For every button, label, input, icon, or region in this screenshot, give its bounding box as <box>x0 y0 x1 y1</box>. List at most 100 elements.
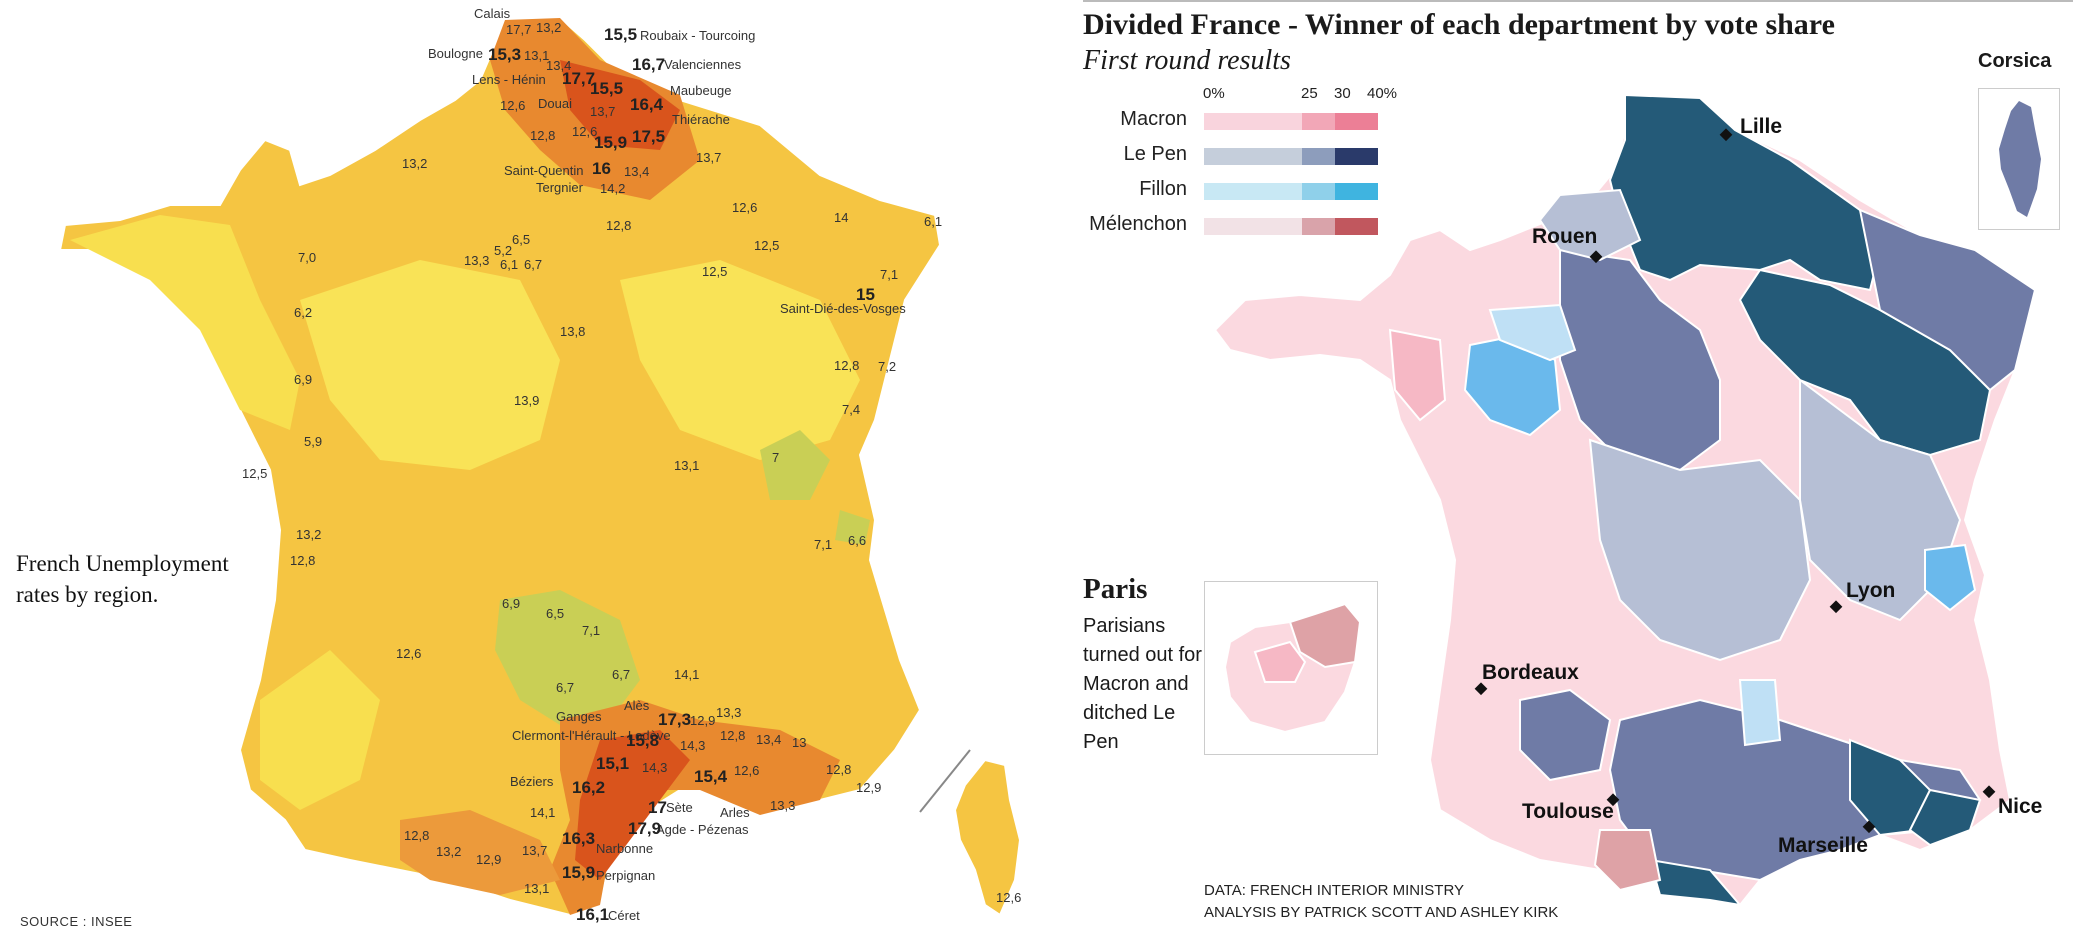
place-label: Narbonne <box>596 841 653 856</box>
city-marker-marseille: Marseille <box>1778 820 1876 857</box>
city-label: Toulouse <box>1522 800 1614 823</box>
rate-labels: 17,7 13,2 15,5 15,3 13,1 16,7 13,4 17,7 … <box>242 20 1021 924</box>
rate-label: 13,1 <box>674 458 699 473</box>
rate-label: 12,9 <box>856 780 881 795</box>
rate-label: 15,9 <box>562 863 595 882</box>
unemployment-map: Calais Roubaix - Tourcoing Boulogne Vale… <box>58 6 1022 924</box>
election-map: Lille Rouen Lyon Bordeaux Toulouse Nice … <box>1075 0 2096 945</box>
macron-mid-brittany <box>1388 328 1447 422</box>
rate-label: 6,1 <box>924 214 942 229</box>
low-rate-zone-southwest <box>260 650 380 810</box>
corsica-shape <box>1999 101 2041 217</box>
rate-label: 17,3 <box>658 710 691 729</box>
city-label: Lyon <box>1846 579 1895 602</box>
legend-scale-label: 25 <box>1301 85 1318 102</box>
rate-label: 5,2 <box>494 243 512 258</box>
rate-label: 13,2 <box>436 844 461 859</box>
rate-label: 12,6 <box>396 646 421 661</box>
paris-title: Paris <box>1083 573 1148 605</box>
rate-label: 16,1 <box>576 905 609 924</box>
city-label: Rouen <box>1532 225 1597 248</box>
paris-description: Parisians turned out for Macron and ditc… <box>1083 615 1202 753</box>
legend-color-swatch <box>1204 183 1302 200</box>
legend-color-swatch <box>1335 113 1378 130</box>
legend-color-swatch <box>1302 218 1335 235</box>
rate-label: 6,7 <box>612 667 630 682</box>
legend-scale-label: 0% <box>1203 85 1225 102</box>
place-labels: Calais Roubaix - Tourcoing Boulogne Vale… <box>428 6 906 923</box>
paris-inset <box>1204 581 1378 755</box>
place-label: Saint-Dié-des-Vosges <box>780 301 906 316</box>
place-label: Arles <box>720 805 750 820</box>
legend-candidate-name: Le Pen <box>1123 143 1187 165</box>
lepen-mid-bordeaux-area <box>1519 688 1612 782</box>
rate-label: 14,1 <box>530 805 555 820</box>
rate-label: 12,8 <box>834 358 859 373</box>
legend-color-swatch <box>1302 148 1335 165</box>
rate-label: 12,8 <box>290 553 315 568</box>
rate-label: 15,4 <box>694 767 728 786</box>
green-zone-northeast <box>835 510 870 545</box>
rate-label: 15 <box>856 285 875 304</box>
rate-label: 12,8 <box>606 218 631 233</box>
corsica-divider-line <box>919 749 971 813</box>
city-marker-bordeaux: Bordeaux <box>1474 661 1579 696</box>
rate-label: 12,5 <box>702 264 727 279</box>
legend-color-swatch <box>1335 148 1378 165</box>
rate-label: 13,4 <box>546 58 571 73</box>
credits-line: DATA: FRENCH INTERIOR MINISTRY <box>1204 882 1465 899</box>
rate-label: 12,8 <box>720 728 745 743</box>
rate-label: 12,5 <box>242 466 267 481</box>
rate-label: 13,3 <box>716 705 741 720</box>
legend-candidate-name: Fillon <box>1139 178 1187 200</box>
place-label: Lens - Hénin <box>472 72 546 87</box>
low-rate-zone-west <box>70 215 300 430</box>
rate-label: 12,6 <box>734 763 759 778</box>
rate-label: 13,3 <box>770 798 795 813</box>
page-title: Divided France - Winner of each departme… <box>1083 8 1835 41</box>
rate-label: 12,9 <box>690 713 715 728</box>
rate-label: 6,7 <box>524 257 542 272</box>
place-label: Roubaix - Tourcoing <box>640 28 755 43</box>
lepen-mid-northeast <box>1858 208 2037 392</box>
paris-center-district <box>1253 640 1307 683</box>
lepen-light-center <box>1588 438 1812 662</box>
rate-label: 6,6 <box>848 533 866 548</box>
lepen-strong-riviera <box>1908 788 1982 847</box>
place-label: Douai <box>538 96 572 111</box>
rate-label: 12,6 <box>500 98 525 113</box>
rate-label: 14,2 <box>600 181 625 196</box>
rate-label: 15,5 <box>604 25 637 44</box>
lepen-mid-center <box>1559 248 1721 472</box>
place-label: Béziers <box>510 774 554 789</box>
page-subtitle: First round results <box>1083 45 1291 76</box>
corsica-shape <box>953 758 1022 917</box>
place-label: Boulogne <box>428 46 483 61</box>
rate-label: 12,5 <box>754 238 779 253</box>
city-marker-toulouse: Toulouse <box>1522 793 1620 823</box>
legend-scale-label: 30 <box>1334 85 1351 102</box>
source-note: SOURCE : INSEE <box>20 914 133 929</box>
rate-label: 13,2 <box>296 527 321 542</box>
city-marker-rouen: Rouen <box>1532 225 1603 264</box>
rate-label: 13,2 <box>536 20 561 35</box>
rate-label: 13,7 <box>522 843 547 858</box>
rate-label: 12,6 <box>996 890 1021 905</box>
paris-northeast-district <box>1288 602 1362 669</box>
rate-label: 16,2 <box>572 778 605 797</box>
green-zone-massif <box>495 590 640 725</box>
rate-label: 12,8 <box>404 828 429 843</box>
low-rate-zone-east <box>620 260 860 460</box>
rate-label: 5,9 <box>304 434 322 449</box>
rate-label: 17,7 <box>506 22 531 37</box>
lepen-strong-pyrenees <box>1648 858 1743 907</box>
city-marker-lyon: Lyon <box>1829 579 1895 614</box>
map-caption: French Unemployment rates by region. <box>16 551 229 607</box>
rate-label: 15,8 <box>626 731 659 750</box>
legend-scale: 0% 25 30 40% <box>1203 85 1423 105</box>
city-label: Bordeaux <box>1482 661 1579 684</box>
rate-label: 17,5 <box>632 127 665 146</box>
legend-scale-label: 40% <box>1367 85 1398 102</box>
rate-label: 14 <box>834 210 848 225</box>
rate-label: 7 <box>772 450 779 465</box>
